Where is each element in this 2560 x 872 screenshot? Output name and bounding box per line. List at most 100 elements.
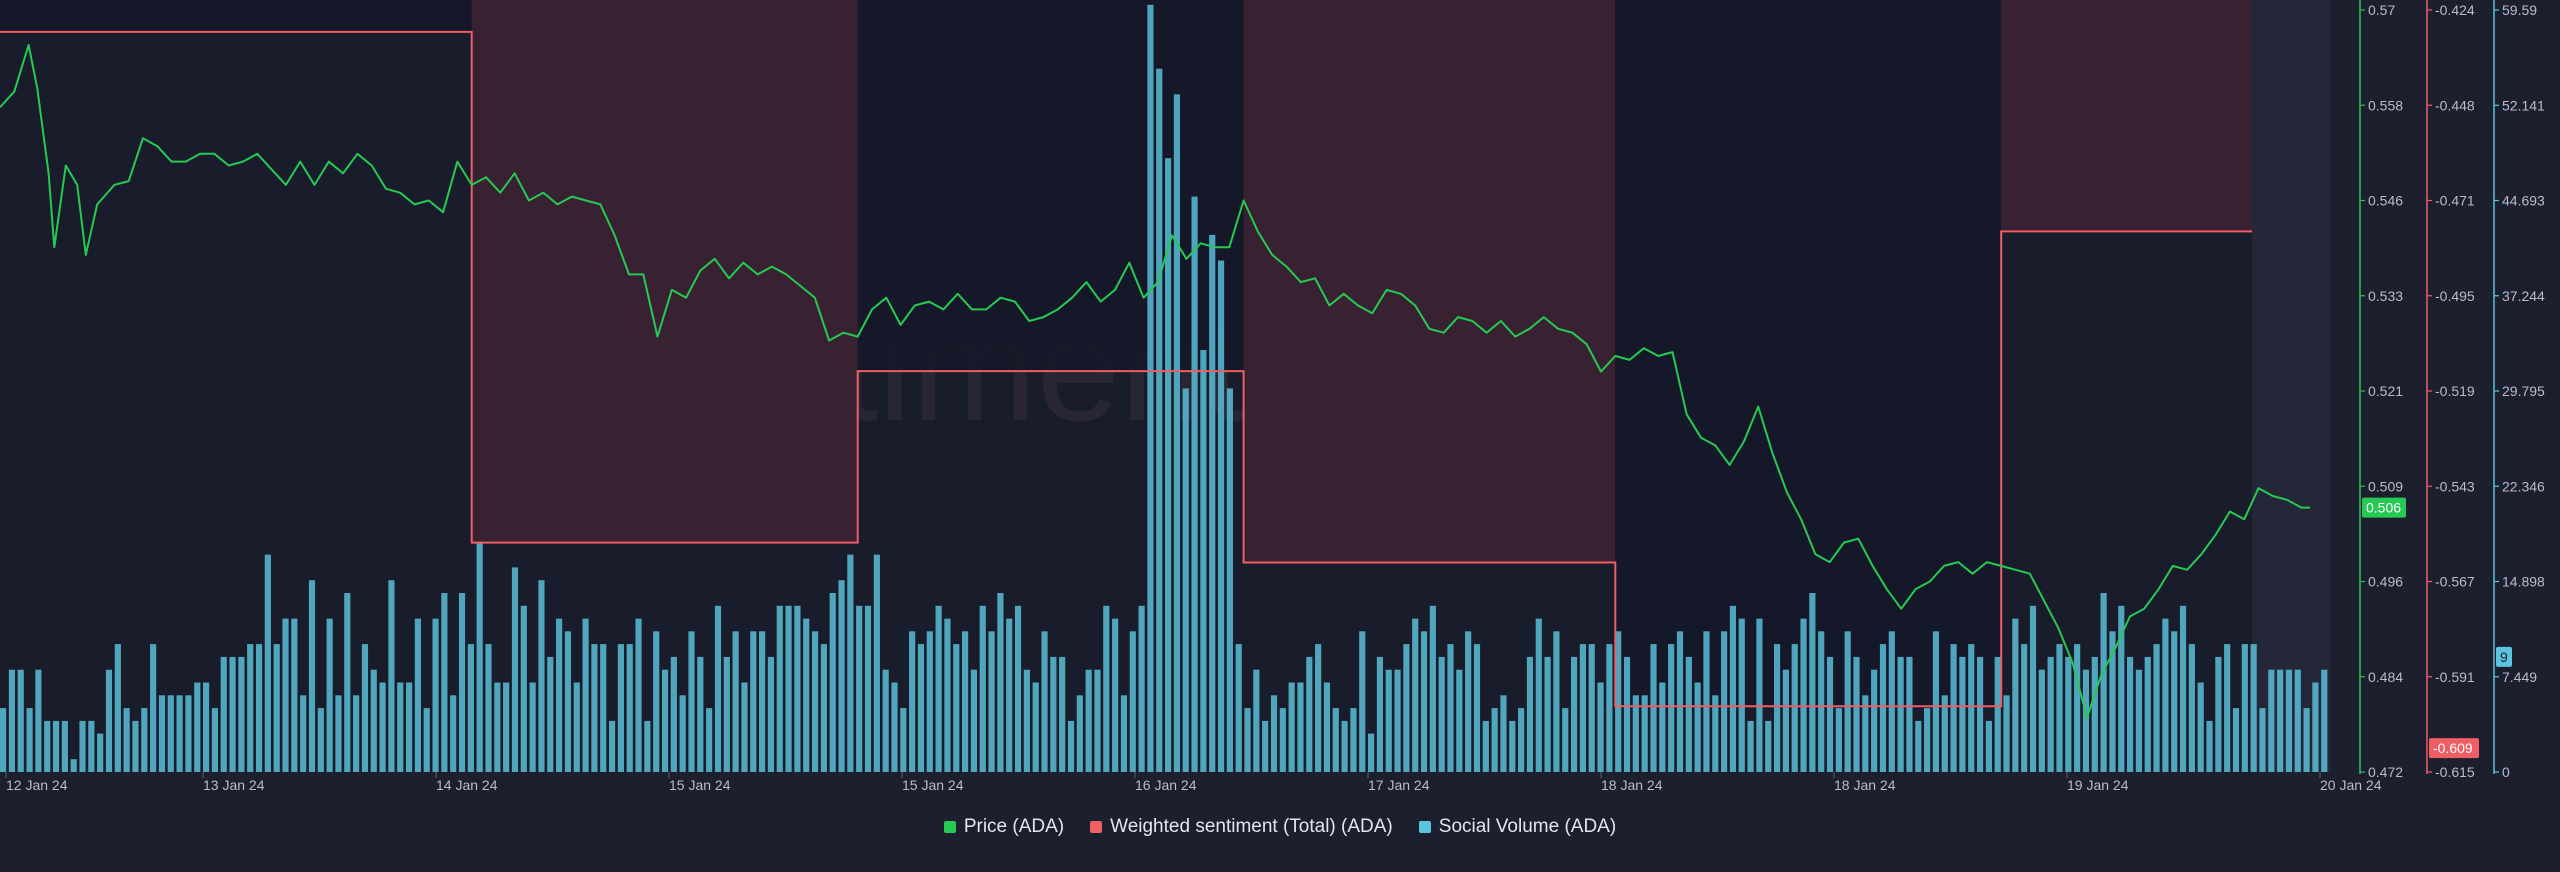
social-volume-bar: [732, 631, 739, 772]
social-axis-tick-label: 29.795: [2502, 383, 2545, 399]
price-axis-tick-label: 0.57: [2368, 2, 2395, 18]
social-volume-bar: [1385, 669, 1392, 772]
social-volume-bar: [1535, 618, 1542, 772]
social-volume-bar: [2065, 656, 2072, 772]
social-volume-bar: [264, 554, 271, 772]
social-volume-bar: [970, 669, 978, 772]
x-axis-tick-label: 15 Jan 24: [902, 777, 964, 793]
social-volume-bar: [697, 656, 704, 772]
legend-item-social[interactable]: Social Volume (ADA): [1418, 816, 1616, 838]
social-volume-bar: [2277, 669, 2284, 772]
social-volume-bar: [635, 618, 642, 772]
social-volume-bar: [476, 541, 483, 772]
sentiment-line: [0, 30, 2252, 708]
social-volume-bar: [1641, 695, 1648, 772]
social-volume-bar: [829, 593, 836, 772]
social-volume-bar: [617, 644, 624, 772]
social-volume-bar: [1288, 682, 1295, 772]
social-volume-bar: [1473, 644, 1481, 772]
sentiment-axis-tick-label: -0.519: [2435, 383, 2475, 399]
social-volume-bar: [105, 669, 113, 772]
legend-item-sentiment[interactable]: Weighted sentiment (Total) (ADA): [1090, 816, 1393, 838]
social-volume-bar: [891, 682, 898, 772]
social-volume-bar: [141, 708, 148, 772]
social-volume-bar: [414, 618, 421, 772]
social-volume-bar: [1694, 682, 1701, 772]
social-volume-bar: [1129, 631, 1136, 772]
social-volume-bar: [1623, 656, 1631, 772]
sentiment-step-line: [0, 30, 2252, 708]
social-volume-bar: [379, 682, 386, 772]
social-volume-bar: [944, 618, 951, 772]
social-volume-bar: [2188, 644, 2195, 772]
social-volume-bar: [2285, 669, 2293, 772]
social-volume-bar: [767, 656, 775, 772]
social-volume-bar: [882, 669, 889, 772]
social-volume-bar: [564, 631, 572, 772]
social-volume-bar: [591, 644, 598, 772]
social-volume-bar: [167, 695, 174, 772]
social-volume-bar: [626, 644, 633, 772]
social-volume-bar: [2268, 669, 2275, 772]
x-axis-ticks: 12 Jan 24 13 Jan 24 14 Jan 24 15 Jan 24 15 J…: [5, 772, 2382, 793]
social-volume-bar: [1076, 695, 1083, 772]
social-volume-bar: [2003, 695, 2010, 772]
axes: 0.570.5580.5460.5330.5210.5090.4960.4840…: [2359, 0, 2545, 780]
sentiment-area-segment: [0, 0, 472, 32]
social-volume-bar: [1800, 618, 1807, 772]
social-volume-bar: [494, 682, 501, 772]
social-volume-bar: [997, 593, 1004, 772]
social-volume-bar: [361, 644, 369, 772]
social-volume-bar: [2321, 669, 2328, 772]
legend-item-price[interactable]: Price (ADA): [943, 816, 1065, 838]
social-volume-bar: [1871, 669, 1878, 772]
value-badges: 0.506 -0.609 9: [2362, 497, 2512, 759]
social-volume-bar: [794, 605, 801, 772]
social-volume-bar: [582, 618, 589, 772]
social-volume-bar: [1968, 644, 1975, 772]
legend-label-price: Price (ADA): [963, 816, 1065, 837]
social-volume-bar: [0, 708, 7, 772]
social-badge-text: 9: [2500, 649, 2508, 665]
x-axis-tick-label: 18 Jan 24: [1601, 777, 1663, 793]
social-volume-bar: [2224, 644, 2231, 772]
social-axis-tick-label: 52.141: [2502, 97, 2545, 113]
social-volume-bar: [1835, 708, 1842, 772]
sentiment-axis-tick-label: -0.495: [2435, 288, 2475, 304]
social-volume-bar: [1650, 644, 1657, 772]
social-volume-bar: [2100, 593, 2107, 772]
social-volume-bar: [1341, 720, 1348, 772]
social-volume-bar: [1879, 644, 1887, 772]
social-volume-bar: [1262, 720, 1269, 772]
social-volume-bar: [1014, 605, 1022, 772]
social-volume-bar: [61, 720, 68, 772]
social-volume-bar: [317, 708, 324, 772]
sentiment-axis-tick-label: -0.424: [2435, 2, 2475, 18]
social-volume-bar: [953, 644, 960, 772]
price-axis-tick-label: 0.558: [2368, 97, 2403, 113]
social-volume-bar: [1509, 720, 1516, 772]
social-volume-bar: [706, 708, 713, 772]
social-volume-bar: [926, 631, 933, 772]
social-volume-bar: [503, 682, 510, 772]
price-axis-tick-label: 0.533: [2368, 288, 2403, 304]
social-volume-bar: [653, 631, 660, 772]
social-volume-bar: [1182, 388, 1189, 772]
social-volume-bar: [1332, 708, 1339, 772]
social-volume-bar: [1412, 618, 1419, 772]
social-volume-bar: [2206, 720, 2213, 772]
social-volume-bar: [353, 695, 360, 772]
social-volume-bar: [2038, 669, 2045, 772]
social-volume-bar: [423, 708, 430, 772]
social-volume-bar: [132, 720, 139, 772]
social-volume-bar: [1367, 733, 1375, 772]
social-volume-bar: [1050, 656, 1057, 772]
social-volume-bar: [1941, 695, 1948, 772]
social-volume-bar: [194, 682, 201, 772]
social-volume-bar: [2294, 669, 2301, 772]
social-volume-bar: [1932, 631, 1940, 772]
social-volume-bar: [2171, 631, 2178, 772]
social-volume-bar: [17, 669, 24, 772]
social-volume-bar: [1853, 656, 1860, 772]
social-volume-bar: [1950, 644, 1957, 772]
